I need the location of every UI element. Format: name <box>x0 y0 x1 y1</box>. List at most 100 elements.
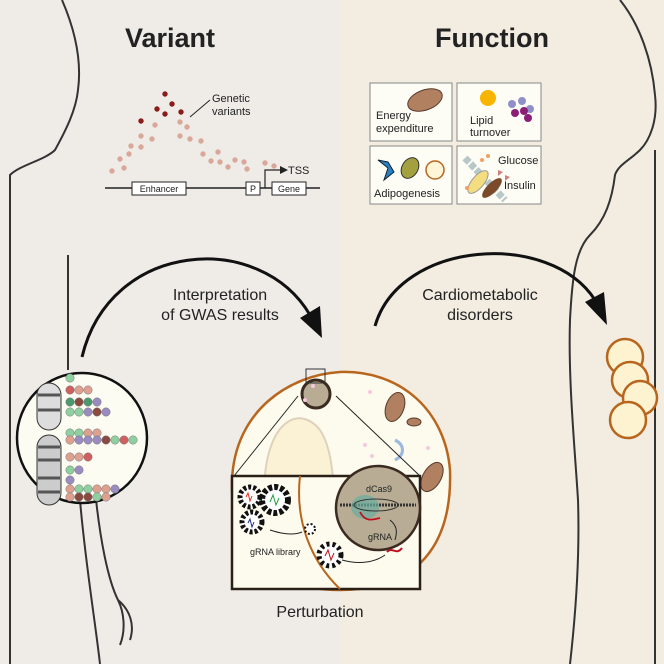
variant-dot <box>198 138 204 144</box>
expenditure-label: expenditure <box>376 123 434 135</box>
gwas-hit-dot <box>74 484 84 494</box>
lipid-turnover-panel: Lipid turnover <box>456 82 542 142</box>
variant-dot <box>162 111 168 117</box>
variant-dot <box>241 159 247 165</box>
variant-dot <box>169 101 175 107</box>
gwas-hit-dot <box>65 373 75 383</box>
turnover-label: turnover <box>470 127 511 139</box>
lipid-droplet-icon <box>480 90 496 106</box>
genetic-variants-label-2: variants <box>212 106 251 118</box>
gwas-hit-dot <box>74 492 84 502</box>
gwas-hit-dot <box>110 484 120 494</box>
promoter-box <box>245 181 261 196</box>
gwas-hit-dot <box>101 407 111 417</box>
gwas-hit-dot <box>119 435 129 445</box>
glucose-insulin-panel: Glucose Insulin <box>456 145 542 205</box>
gwas-hit-dot <box>65 492 75 502</box>
variant-dot <box>109 168 115 174</box>
gwas-hit-dots <box>65 373 138 502</box>
function-heading: Function <box>435 23 549 53</box>
gwas-results-label: of GWAS results <box>161 307 279 324</box>
gwas-hit-dot <box>74 397 84 407</box>
lentivirus-icons <box>237 484 344 569</box>
gwas-hit-dot <box>74 407 84 417</box>
variant-dot <box>262 160 268 166</box>
variant-dot <box>208 158 214 164</box>
gwas-hit-dot <box>83 407 93 417</box>
gwas-hit-dot <box>65 407 75 417</box>
gwas-hit-dot <box>92 407 102 417</box>
differentiating-cell-icon <box>400 157 420 179</box>
dcas9-icon <box>351 495 379 519</box>
variant-dot <box>138 118 144 124</box>
gwas-hit-dot <box>83 484 93 494</box>
gwas-hit-dot <box>83 452 93 462</box>
gwas-hit-dot <box>65 435 75 445</box>
enhancer-label: Enhancer <box>140 184 179 194</box>
variant-dot <box>187 136 193 142</box>
gwas-hit-dot <box>83 385 93 395</box>
variant-dot <box>154 106 160 112</box>
disorders-label: disorders <box>447 307 513 324</box>
variant-dot <box>138 133 144 139</box>
gwas-hit-dot <box>65 385 75 395</box>
gwas-hit-dot <box>65 475 75 485</box>
adipogenesis-panel: Adipogenesis <box>369 145 453 205</box>
tss-arrow-icon <box>264 169 280 188</box>
variant-dots <box>109 91 277 174</box>
gwas-hit-dot <box>74 435 84 445</box>
gwas-hit-dot <box>83 492 93 502</box>
grna-library-label: gRNA library <box>250 547 301 557</box>
interpretation-arrow-icon <box>80 257 322 358</box>
variant-heading: Variant <box>125 23 215 53</box>
gwas-hit-dot <box>92 484 102 494</box>
gwas-hit-dot <box>74 465 84 475</box>
grna-label: gRNA <box>368 532 392 542</box>
variant-dot <box>217 159 223 165</box>
dcas9-label: dCas9 <box>366 484 392 494</box>
perturbation-label: Perturbation <box>276 604 363 621</box>
gwas-hit-dot <box>74 452 84 462</box>
gwas-hit-dot <box>101 435 111 445</box>
gwas-hit-dot <box>65 397 75 407</box>
gene-label: Gene <box>278 184 300 194</box>
nucleus-icon <box>300 378 332 410</box>
gwas-hit-dot <box>83 435 93 445</box>
gwas-hit-dot <box>101 484 111 494</box>
gwas-chromosome-circle <box>15 371 149 506</box>
adipocyte-icon <box>425 160 445 180</box>
cell-diagram: dCas9 gRNA gRNA library <box>230 368 452 592</box>
gwas-hit-dot <box>65 452 75 462</box>
variant-dot <box>200 151 206 157</box>
insulin-label: Insulin <box>504 180 536 192</box>
variant-dot <box>162 91 168 97</box>
tss-label: TSS <box>288 165 309 177</box>
promoter-label: P <box>250 184 256 194</box>
gene-box <box>271 181 307 196</box>
variant-dot <box>177 133 183 139</box>
gwas-hit-dot <box>92 492 102 502</box>
adipogenesis-label: Adipogenesis <box>374 188 441 200</box>
variant-dot <box>271 163 277 169</box>
variant-dot <box>121 165 127 171</box>
disorders-arrow-icon <box>373 252 607 327</box>
gwas-hit-dot <box>65 484 75 494</box>
enhancer-box <box>131 181 187 196</box>
variant-locus-diagram: Genetic variants Enhancer P Gene TSS <box>105 91 320 196</box>
gwas-hit-dot <box>128 435 138 445</box>
mitochondrion-icon <box>407 88 443 112</box>
variant-dot <box>128 143 134 149</box>
variant-dot <box>117 156 123 162</box>
hepatocyte-icon <box>482 178 502 198</box>
grna-strand-icon <box>386 547 403 553</box>
variant-dot <box>232 157 238 163</box>
variant-dot <box>178 109 184 115</box>
genetic-variants-label: Genetic <box>212 93 250 105</box>
gwas-hit-dot <box>74 385 84 395</box>
adipocyte-cluster <box>605 337 659 440</box>
variant-dot <box>215 149 221 155</box>
gwas-hit-dot <box>110 435 120 445</box>
function-panels: Energy expenditure Lipid turnover Adipog… <box>369 82 542 205</box>
variant-dot <box>225 164 231 170</box>
variant-dot <box>149 136 155 142</box>
